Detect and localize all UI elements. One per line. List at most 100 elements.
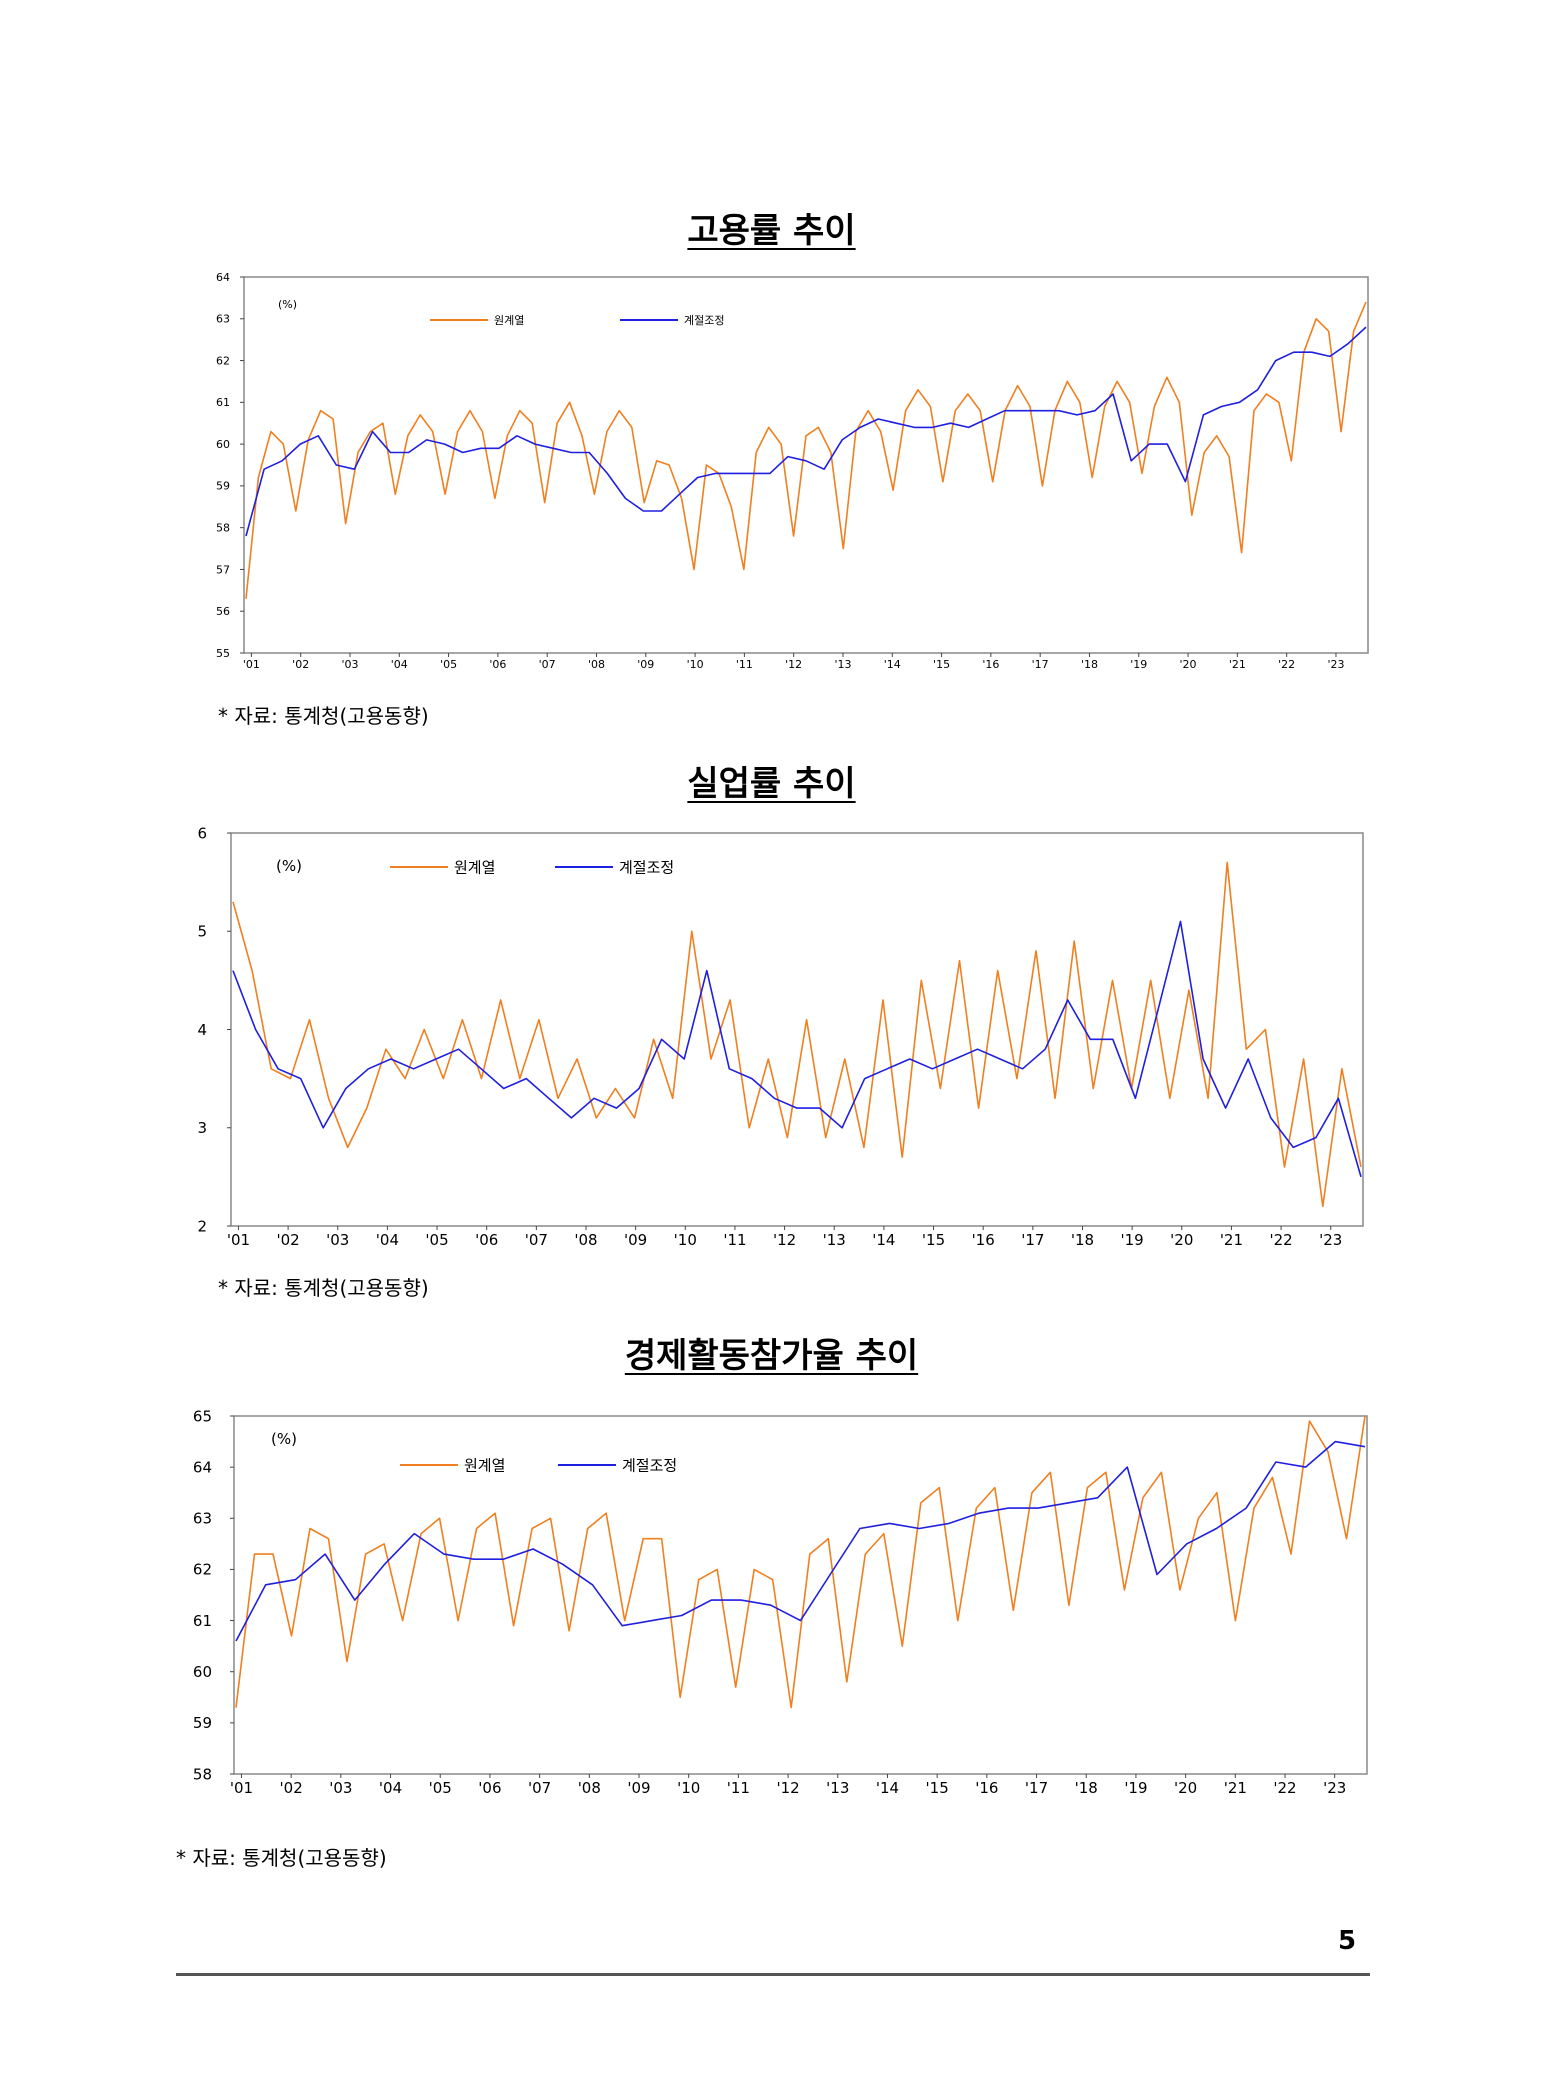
x-tick-label: '13 — [834, 658, 851, 671]
x-tick-label: '02 — [280, 1779, 303, 1797]
y-tick-label: 63 — [216, 313, 230, 326]
x-tick-label: '23 — [1319, 1231, 1342, 1249]
x-tick-label: '22 — [1273, 1779, 1296, 1797]
x-tick-label: '10 — [687, 658, 704, 671]
x-tick-label: '14 — [876, 1779, 899, 1797]
x-tick-label: '20 — [1174, 1779, 1197, 1797]
x-tick-label: '22 — [1278, 658, 1295, 671]
x-tick-label: '13 — [826, 1779, 849, 1797]
x-tick-label: '18 — [1075, 1779, 1098, 1797]
y-tick-label: 65 — [193, 1407, 212, 1425]
x-tick-label: '02 — [276, 1231, 299, 1249]
x-tick-label: '09 — [627, 1779, 650, 1797]
y-tick-label: 56 — [216, 605, 230, 618]
x-tick-label: '14 — [872, 1231, 895, 1249]
y-tick-label: 59 — [216, 480, 230, 493]
source-note: * 자료: 통계청(고용동향) — [218, 704, 429, 728]
x-tick-label: '12 — [785, 658, 802, 671]
y-tick-label: 60 — [216, 438, 230, 451]
x-tick-label: '16 — [972, 1231, 995, 1249]
x-tick-label: '18 — [1081, 658, 1098, 671]
footer-divider — [176, 1973, 1370, 1976]
x-tick-label: '07 — [525, 1231, 548, 1249]
y-tick-label: 6 — [197, 824, 207, 842]
plot-frame — [233, 1415, 1368, 1775]
x-tick-label: '11 — [727, 1779, 750, 1797]
plot-frame — [230, 832, 1364, 1227]
x-tick-label: '21 — [1224, 1779, 1247, 1797]
x-tick-label: '04 — [376, 1231, 399, 1249]
x-tick-label: '17 — [1025, 1779, 1048, 1797]
x-tick-label: '07 — [539, 658, 556, 671]
unit-label: (%) — [271, 1430, 297, 1448]
x-tick-label: '03 — [341, 658, 358, 671]
x-tick-label: '13 — [823, 1231, 846, 1249]
series-line — [232, 920, 1362, 1178]
x-tick-label: '12 — [776, 1779, 799, 1797]
x-tick-label: '05 — [425, 1231, 448, 1249]
y-tick-label: 61 — [193, 1612, 212, 1630]
y-tick-label: 58 — [193, 1765, 212, 1783]
source-note: * 자료: 통계청(고용동향) — [218, 1276, 429, 1300]
y-tick-label: 62 — [193, 1561, 212, 1579]
x-tick-label: '19 — [1124, 1779, 1147, 1797]
y-tick-label: 63 — [193, 1510, 212, 1528]
x-tick-label: '08 — [578, 1779, 601, 1797]
x-tick-label: '05 — [429, 1779, 452, 1797]
x-tick-label: '01 — [230, 1779, 253, 1797]
x-tick-label: '15 — [926, 1779, 949, 1797]
x-tick-label: '07 — [528, 1779, 551, 1797]
x-tick-label: '19 — [1121, 1231, 1144, 1249]
x-tick-label: '04 — [391, 658, 408, 671]
x-tick-label: '21 — [1229, 658, 1246, 671]
legend-label: 계절조정 — [684, 314, 724, 327]
x-tick-label: '19 — [1130, 658, 1147, 671]
x-tick-label: '15 — [933, 658, 950, 671]
y-tick-label: 4 — [197, 1021, 207, 1039]
x-tick-label: '15 — [922, 1231, 945, 1249]
x-tick-label: '11 — [736, 658, 753, 671]
x-tick-label: '23 — [1323, 1779, 1346, 1797]
unit-label: (%) — [276, 857, 302, 875]
x-tick-label: '18 — [1071, 1231, 1094, 1249]
plot-frame — [243, 276, 1369, 654]
source-note: * 자료: 통계청(고용동향) — [176, 1846, 387, 1870]
legend-label: 원계열 — [494, 314, 524, 327]
page-number: 5 — [1338, 1926, 1357, 1956]
x-tick-label: '20 — [1180, 658, 1197, 671]
x-tick-label: '05 — [440, 658, 457, 671]
x-tick-label: '23 — [1327, 658, 1344, 671]
y-tick-label: 57 — [216, 563, 230, 576]
x-tick-label: '09 — [637, 658, 654, 671]
series-line — [245, 301, 1367, 599]
x-tick-label: '20 — [1170, 1231, 1193, 1249]
y-tick-label: 62 — [216, 354, 230, 367]
x-tick-label: '04 — [379, 1779, 402, 1797]
series-line — [232, 861, 1362, 1208]
legend-label: 계절조정 — [622, 1456, 677, 1474]
y-tick-label: 64 — [193, 1458, 212, 1476]
unit-label: (%) — [278, 298, 297, 311]
x-tick-label: '10 — [677, 1779, 700, 1797]
y-tick-label: 5 — [197, 923, 207, 941]
series-line — [235, 1415, 1366, 1709]
y-tick-label: 61 — [216, 396, 230, 409]
series-line — [245, 326, 1367, 537]
x-tick-label: '16 — [982, 658, 999, 671]
y-tick-label: 58 — [216, 522, 230, 535]
chart-title: 고용률 추이 — [687, 211, 856, 251]
x-tick-label: '12 — [773, 1231, 796, 1249]
x-tick-label: '03 — [326, 1231, 349, 1249]
y-tick-label: 59 — [193, 1714, 212, 1732]
x-tick-label: '01 — [227, 1231, 250, 1249]
x-tick-label: '08 — [588, 658, 605, 671]
series-line — [235, 1440, 1366, 1642]
y-tick-label: 3 — [197, 1119, 207, 1137]
x-tick-label: '06 — [489, 658, 506, 671]
chart-title: 경제활동참가율 추이 — [624, 1336, 919, 1376]
x-tick-label: '01 — [243, 658, 260, 671]
x-tick-label: '22 — [1269, 1231, 1292, 1249]
x-tick-label: '02 — [292, 658, 309, 671]
x-tick-label: '17 — [1021, 1231, 1044, 1249]
